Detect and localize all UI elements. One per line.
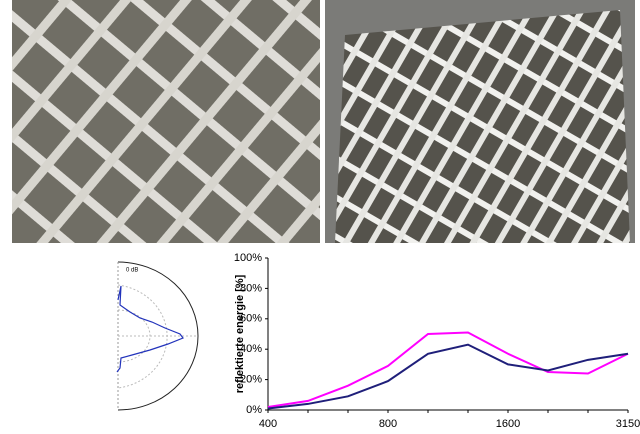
y-tick-label: 20% (240, 374, 262, 386)
y-tick-label: 40% (240, 343, 262, 355)
photo-right (325, 0, 635, 243)
y-tick-label: 60% (240, 313, 262, 325)
y-tick-label: 80% (240, 282, 262, 294)
x-tick-label: 400 (259, 418, 277, 430)
series-line (267, 331, 629, 408)
x-tick-label: 3150 (616, 418, 640, 430)
line-chart: reflektierte energie [%] 0% 20% 40% 60% 80% 1… (234, 252, 640, 430)
series-line (267, 343, 629, 410)
x-tick-label: 1600 (496, 418, 520, 430)
y-tick-label: 0% (246, 404, 262, 416)
photo-left (12, 0, 320, 243)
polar-plot: 0 dB (116, 261, 199, 411)
x-tick-label: 800 (379, 418, 397, 430)
polar-label: 0 dB (126, 268, 138, 274)
y-axis-title: reflektierte energie [%] (234, 274, 246, 393)
y-tick-label: 100% (234, 252, 262, 264)
